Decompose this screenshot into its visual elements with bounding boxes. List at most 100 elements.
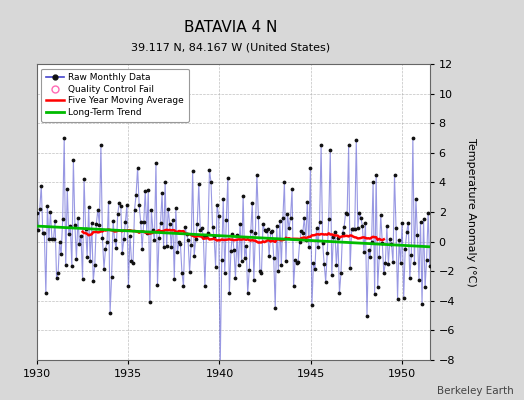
Point [136, 219, 145, 225]
Point [289, 283, 298, 289]
Point [107, 274, 116, 280]
Point [241, 255, 249, 261]
Point [51, 217, 59, 224]
Point [72, 256, 81, 262]
Point [364, 247, 373, 253]
Point [375, 254, 384, 260]
Point [143, 230, 151, 236]
Point [86, 258, 94, 265]
Point [63, 186, 71, 192]
Point [181, 224, 189, 230]
Text: BATAVIA 4 N: BATAVIA 4 N [184, 20, 277, 36]
Point [314, 244, 322, 250]
Y-axis label: Temperature Anomaly (°C): Temperature Anomaly (°C) [466, 138, 476, 286]
Point [352, 137, 361, 144]
Point [269, 254, 278, 261]
Point [119, 236, 128, 242]
Point [80, 176, 88, 182]
Point [64, 230, 73, 237]
Point [415, 277, 423, 283]
Point [147, 207, 156, 214]
Point [71, 222, 79, 228]
Point [268, 228, 276, 234]
Point [361, 220, 369, 226]
Point [126, 233, 134, 239]
Point [205, 166, 214, 173]
Point [363, 312, 371, 319]
Point [121, 219, 129, 225]
Point [422, 256, 431, 263]
Point [248, 200, 256, 206]
Point [390, 172, 399, 178]
Point [340, 224, 348, 230]
Point [257, 270, 266, 276]
Point [236, 221, 244, 227]
Point [354, 224, 362, 231]
Point [210, 233, 219, 240]
Point [39, 230, 47, 236]
Point [331, 228, 339, 235]
Point [98, 234, 106, 241]
Point [319, 240, 327, 246]
Point [221, 270, 229, 276]
Point [292, 260, 301, 267]
Point [178, 270, 186, 276]
Point [199, 234, 208, 240]
Point [32, 210, 41, 216]
Point [279, 215, 287, 221]
Point [49, 236, 58, 242]
Point [144, 187, 152, 194]
Point [285, 225, 293, 232]
Point [323, 250, 331, 256]
Point [79, 275, 87, 282]
Point [304, 244, 313, 251]
Point [372, 172, 380, 178]
Point [129, 260, 137, 266]
Point [416, 219, 424, 225]
Point [231, 275, 239, 281]
Point [214, 212, 223, 219]
Point [37, 182, 46, 189]
Point [384, 261, 392, 267]
Text: 39.117 N, 84.167 W (United States): 39.117 N, 84.167 W (United States) [131, 43, 330, 53]
Point [213, 202, 221, 208]
Point [138, 246, 146, 252]
Point [68, 263, 76, 269]
Point [81, 226, 90, 232]
Point [251, 230, 259, 236]
Point [89, 278, 97, 284]
Point [302, 237, 310, 243]
Point [162, 243, 171, 250]
Point [374, 284, 382, 290]
Point [311, 266, 319, 272]
Point [349, 226, 357, 232]
Point [418, 300, 426, 307]
Point [159, 243, 168, 250]
Point [312, 225, 321, 231]
Point [77, 233, 85, 239]
Point [48, 236, 56, 242]
Point [222, 217, 231, 224]
Point [329, 234, 337, 240]
Point [227, 248, 235, 254]
Point [277, 262, 286, 268]
Point [337, 269, 345, 276]
Point [56, 239, 64, 246]
Point [167, 244, 176, 250]
Point [170, 275, 179, 282]
Point [61, 262, 70, 268]
Point [185, 269, 194, 275]
Point [395, 237, 403, 244]
Point [253, 172, 261, 178]
Point [343, 211, 351, 218]
Point [410, 260, 419, 266]
Point [202, 232, 211, 239]
Point [256, 268, 264, 274]
Point [401, 245, 409, 252]
Point [135, 202, 144, 208]
Point [387, 240, 396, 247]
Point [283, 210, 292, 217]
Point [42, 290, 50, 297]
Point [97, 142, 105, 148]
Point [412, 196, 420, 202]
